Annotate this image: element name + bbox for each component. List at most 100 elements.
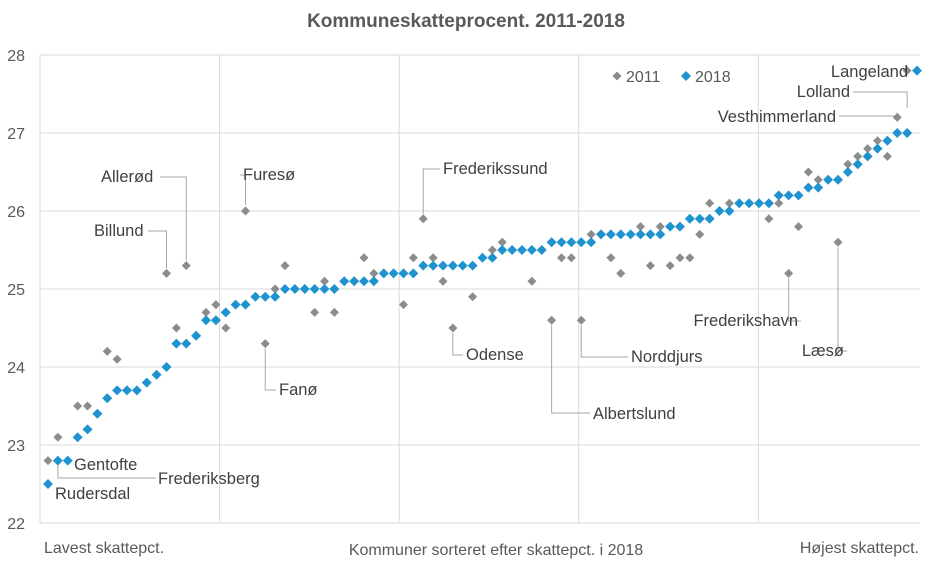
annotation-label: Allerød [101, 168, 153, 186]
point-2018 [408, 268, 419, 279]
point-2018 [566, 237, 577, 248]
y-tick-label: 28 [7, 48, 25, 65]
point-2018 [487, 252, 498, 263]
point-2018 [329, 284, 340, 294]
annotation-label: Vesthimmerland [718, 108, 836, 126]
annotation-label: Læsø [802, 342, 844, 360]
point-2011 [43, 456, 53, 466]
point-2018 [378, 268, 389, 279]
point-2018 [339, 276, 350, 287]
point-2018 [665, 221, 676, 232]
leader-line [57, 465, 156, 479]
point-2011 [329, 307, 339, 317]
annotation-label: Frederikssund [443, 160, 548, 178]
point-2018 [319, 284, 330, 294]
legend-marker-2018 [681, 71, 691, 81]
point-2011 [320, 276, 329, 286]
point-2018 [141, 377, 152, 388]
point-2011 [497, 237, 507, 247]
point-2018 [536, 245, 547, 255]
leader-line [788, 278, 801, 322]
point-2011 [606, 253, 616, 263]
point-2011 [843, 159, 853, 169]
point-2011 [863, 144, 873, 154]
point-2018 [694, 213, 705, 224]
point-2018 [862, 151, 873, 162]
point-2018 [714, 206, 725, 216]
leader-line [837, 247, 847, 352]
y-tick-label: 24 [7, 360, 25, 377]
point-2011 [557, 253, 566, 263]
point-2011 [83, 401, 92, 411]
annotation-labels: Rudersdal Gentofte Frederiksberg Billund All… [55, 63, 908, 503]
point-2018 [803, 182, 814, 193]
point-2011 [181, 261, 191, 271]
annotation-label: Langeland [831, 63, 908, 81]
point-2018 [270, 291, 281, 302]
point-2011 [547, 315, 557, 325]
annotation-label: Furesø [243, 166, 295, 184]
point-2018 [576, 237, 587, 248]
point-2011 [102, 346, 112, 356]
legend: 2011 2018 [612, 69, 731, 86]
leader-line [240, 174, 246, 205]
point-2018 [912, 65, 922, 76]
point-2018 [773, 190, 784, 201]
point-2011 [586, 229, 596, 239]
legend-marker-2011 [612, 71, 622, 81]
point-2011 [211, 300, 221, 310]
point-2018 [645, 229, 656, 240]
point-2018 [43, 479, 53, 489]
point-2018 [615, 229, 626, 240]
y-tick-label: 22 [7, 516, 25, 533]
point-2018 [526, 245, 537, 255]
point-2011 [112, 354, 122, 364]
point-2011 [882, 151, 892, 161]
leader-line [160, 176, 187, 261]
point-2011 [794, 222, 803, 232]
point-2018 [467, 260, 478, 271]
point-2011 [448, 323, 458, 333]
point-2018 [605, 229, 616, 240]
point-2018 [655, 229, 666, 240]
point-2018 [72, 432, 83, 443]
leader-line [551, 325, 590, 414]
point-2011 [833, 237, 843, 247]
point-2018 [635, 229, 646, 240]
point-2018 [546, 237, 557, 248]
annotation-label: Odense [466, 346, 524, 364]
point-2018 [82, 424, 93, 435]
point-2011 [803, 167, 813, 177]
point-2018 [457, 260, 468, 271]
point-2018 [872, 143, 883, 154]
point-2011 [616, 268, 626, 278]
point-2018 [368, 276, 379, 287]
point-2018 [92, 408, 103, 419]
point-2018 [754, 198, 764, 209]
annotation-leader-lines [57, 91, 908, 479]
x-axis-label-center: Kommuner sorteret efter skattepct. i 201… [349, 542, 643, 559]
point-2018 [428, 260, 439, 271]
point-2011 [260, 339, 270, 349]
point-2018 [122, 385, 132, 396]
point-2018 [763, 198, 774, 209]
x-axis-label-right: Højest skattepct. [800, 540, 919, 557]
point-2011 [566, 253, 576, 263]
y-axis-ticks: 22 23 24 25 26 27 28 [7, 48, 25, 533]
point-2011 [270, 284, 280, 294]
leader-line [452, 333, 463, 356]
point-2011 [685, 253, 695, 263]
point-2011 [636, 222, 645, 232]
point-2011 [665, 261, 675, 271]
annotation-label: Lolland [797, 83, 850, 101]
point-2011 [73, 401, 83, 411]
leader-line [264, 348, 276, 391]
point-2018 [675, 221, 685, 232]
y-tick-label: 27 [7, 126, 25, 143]
point-2011 [241, 206, 250, 216]
point-2011 [369, 268, 379, 278]
point-2018 [359, 276, 369, 287]
point-2011 [645, 261, 655, 271]
point-2018 [201, 315, 211, 326]
